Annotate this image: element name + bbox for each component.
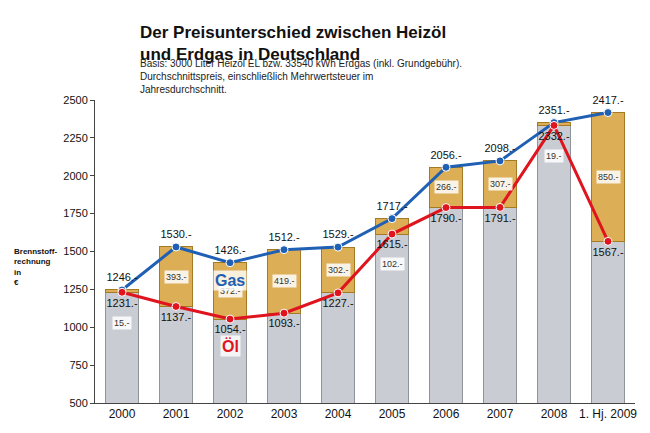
svg-text:2001: 2001 <box>163 407 190 421</box>
svg-text:372.-: 372.- <box>220 286 241 296</box>
svg-text:1093.-: 1093.- <box>268 317 300 329</box>
svg-text:1426.-: 1426.- <box>214 244 246 256</box>
svg-text:102.-: 102.- <box>382 259 403 269</box>
svg-text:1246.-: 1246.- <box>106 271 138 283</box>
svg-text:1791.-: 1791.- <box>484 212 516 224</box>
svg-text:2500: 2500 <box>63 94 87 106</box>
svg-text:1231.-: 1231.- <box>106 297 138 309</box>
svg-text:1512.-: 1512.- <box>268 231 300 243</box>
svg-text:2003: 2003 <box>271 407 298 421</box>
svg-text:2000: 2000 <box>63 170 87 182</box>
svg-text:Gas: Gas <box>215 272 245 289</box>
svg-text:Öl: Öl <box>222 337 239 355</box>
svg-text:2000: 2000 <box>109 407 136 421</box>
svg-text:419.-: 419.- <box>274 276 295 286</box>
svg-text:2250: 2250 <box>63 132 87 144</box>
svg-text:500: 500 <box>69 397 87 409</box>
svg-text:Brennstoff-rechnungin€: Brennstoff-rechnungin€ <box>14 247 57 287</box>
svg-text:1615.-: 1615.- <box>376 238 408 250</box>
svg-text:15.-: 15.- <box>114 318 130 328</box>
svg-text:1. Hj. 2009: 1. Hj. 2009 <box>579 407 637 421</box>
svg-text:302.-: 302.- <box>328 265 349 275</box>
svg-text:1250: 1250 <box>63 283 87 295</box>
svg-text:2332.-: 2332.- <box>538 130 570 142</box>
svg-text:1567.-: 1567.- <box>592 246 624 258</box>
svg-text:2007: 2007 <box>487 407 514 421</box>
svg-text:2098.-: 2098.- <box>484 142 516 154</box>
svg-text:2006: 2006 <box>433 407 460 421</box>
svg-text:1790.-: 1790.- <box>430 212 462 224</box>
svg-text:1227.-: 1227.- <box>322 297 354 309</box>
svg-text:Der Preisunterschied zwischen: Der Preisunterschied zwischen Heizölund … <box>140 23 446 64</box>
svg-text:1750: 1750 <box>63 207 87 219</box>
svg-text:1137.-: 1137.- <box>161 311 192 323</box>
svg-text:1530.-: 1530.- <box>160 228 192 240</box>
svg-text:750: 750 <box>69 359 87 371</box>
svg-text:2005: 2005 <box>379 407 406 421</box>
svg-text:1529.-: 1529.- <box>322 228 354 240</box>
svg-text:19.-: 19.- <box>546 151 562 161</box>
svg-text:2351.-: 2351.- <box>538 104 570 116</box>
svg-text:1500: 1500 <box>63 245 87 257</box>
svg-text:2004: 2004 <box>325 407 352 421</box>
svg-text:2008: 2008 <box>541 407 568 421</box>
svg-text:393.-: 393.- <box>166 272 187 282</box>
svg-text:1054.-: 1054.- <box>214 323 246 335</box>
svg-text:266.-: 266.- <box>436 182 457 192</box>
svg-text:2417.-: 2417.- <box>592 94 624 106</box>
svg-text:1000: 1000 <box>63 321 87 333</box>
svg-text:1717.-: 1717.- <box>376 200 408 212</box>
svg-text:2002: 2002 <box>217 407 244 421</box>
svg-text:Basis: 3000 Liter Heizöl EL bz: Basis: 3000 Liter Heizöl EL bzw. 33540 k… <box>140 58 462 95</box>
svg-text:307.-: 307.- <box>490 179 511 189</box>
svg-text:2056.-: 2056.- <box>430 149 462 161</box>
svg-text:850.-: 850.- <box>598 172 619 182</box>
